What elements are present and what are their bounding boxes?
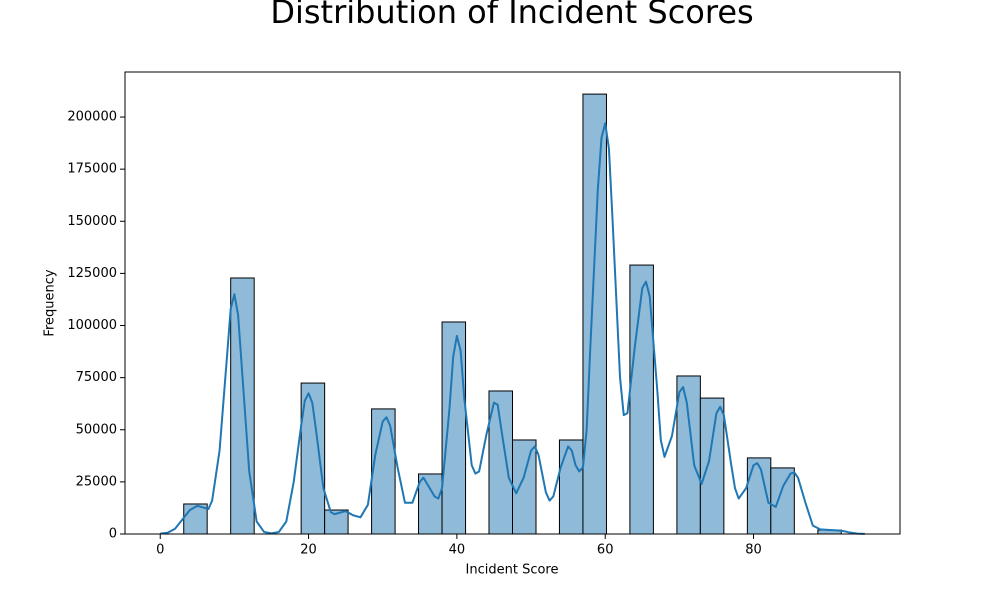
bar xyxy=(676,375,701,535)
y-tick-label: 0 xyxy=(109,527,117,542)
bar xyxy=(371,408,396,535)
chart-title: Distribution of Incident Scores xyxy=(270,0,753,31)
y-tick-label: 25000 xyxy=(76,474,117,489)
bar xyxy=(558,439,584,535)
x-tick-label: 40 xyxy=(449,543,466,558)
x-tick-label: 0 xyxy=(156,543,164,558)
x-tick-label: 20 xyxy=(300,543,317,558)
y-axis-label: Frequency xyxy=(43,269,58,336)
y-tick-label: 150000 xyxy=(67,214,117,229)
bar xyxy=(512,439,537,535)
bar xyxy=(699,397,725,535)
bar xyxy=(770,467,795,535)
y-tick-label: 75000 xyxy=(76,370,117,385)
bar xyxy=(582,93,607,535)
y-tick-label: 100000 xyxy=(67,318,117,333)
x-tick-label: 80 xyxy=(745,543,762,558)
kde-line xyxy=(160,122,865,535)
y-tick-label: 125000 xyxy=(67,266,117,281)
x-axis-label: Incident Score xyxy=(466,563,559,578)
bar xyxy=(230,277,255,535)
y-tick-label: 200000 xyxy=(67,110,117,125)
y-tick-label: 50000 xyxy=(76,422,117,437)
bar xyxy=(418,473,443,535)
x-tick-label: 60 xyxy=(597,543,614,558)
plot-frame xyxy=(124,71,901,535)
y-tick-label: 175000 xyxy=(67,162,117,177)
